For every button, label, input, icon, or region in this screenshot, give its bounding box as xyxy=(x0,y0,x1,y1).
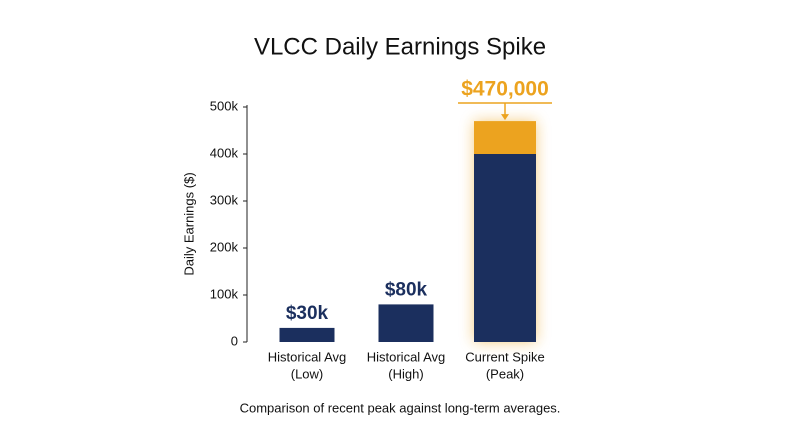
y-tick-label: 500k xyxy=(210,98,239,113)
value-label: $470,000 xyxy=(461,78,549,101)
label-arrowhead xyxy=(501,114,509,121)
x-tick-label: Historical Avg xyxy=(367,349,446,364)
value-label: $80k xyxy=(385,279,428,300)
y-axis-label: Daily Earnings ($) xyxy=(181,172,196,275)
x-tick-label: Current Spike xyxy=(465,349,544,364)
y-tick-label: 100k xyxy=(210,286,239,301)
value-label: $30k xyxy=(286,303,329,324)
bar-highlight xyxy=(474,121,536,154)
bar xyxy=(378,304,434,342)
x-tick-label: (Peak) xyxy=(486,366,524,381)
y-tick-label: 400k xyxy=(210,145,239,160)
y-tick-label: 200k xyxy=(210,239,239,254)
bar xyxy=(279,327,335,342)
bar xyxy=(474,154,536,342)
caption: Comparison of recent peak against long-t… xyxy=(240,400,561,415)
y-tick-label: 0 xyxy=(231,333,238,348)
y-tick-label: 300k xyxy=(210,192,239,207)
x-tick-label: (High) xyxy=(388,366,423,381)
x-tick-label: Historical Avg xyxy=(268,349,347,364)
chart-title: VLCC Daily Earnings Spike xyxy=(254,33,546,60)
x-tick-label: (Low) xyxy=(291,366,324,381)
